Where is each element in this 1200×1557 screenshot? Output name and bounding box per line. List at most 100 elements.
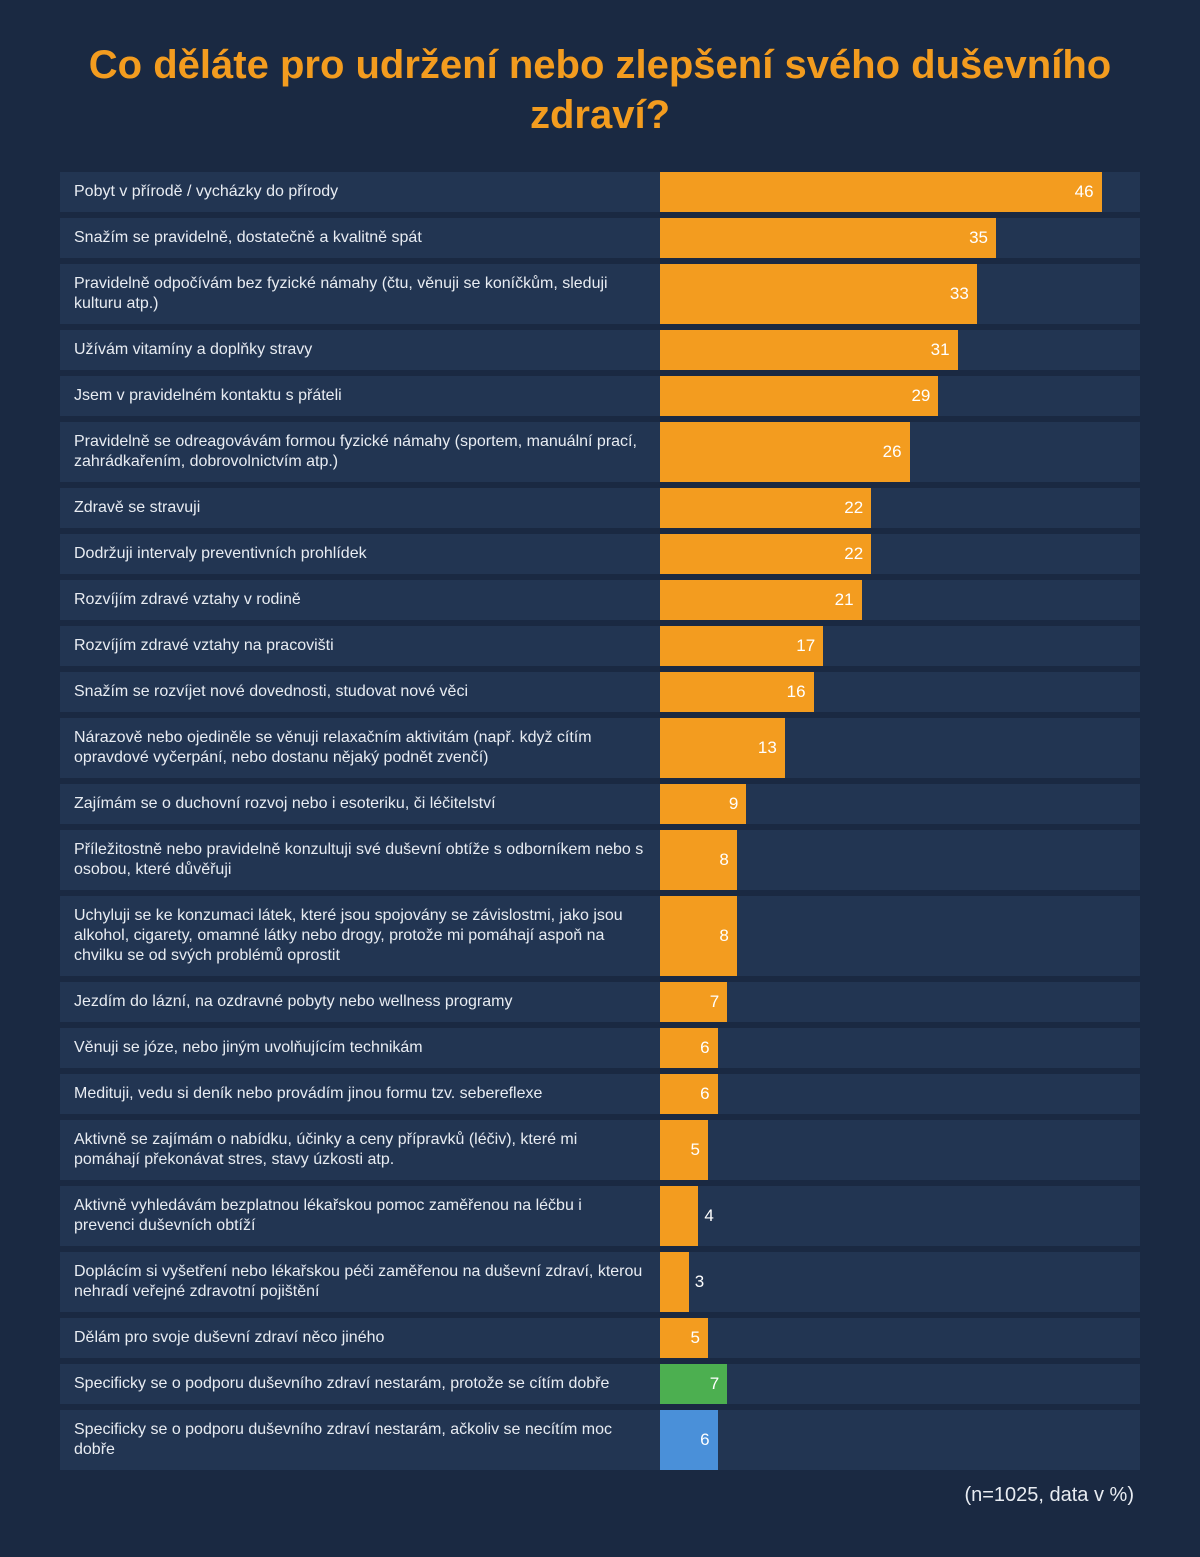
bar-fill: 26	[660, 422, 910, 482]
bar-fill: 13	[660, 718, 785, 778]
bar-label: Užívám vitamíny a doplňky stravy	[60, 330, 660, 370]
bar-label: Rozvíjím zdravé vztahy na pracovišti	[60, 626, 660, 666]
bar-value: 26	[883, 442, 902, 462]
bar-label: Jsem v pravidelném kontaktu s přáteli	[60, 376, 660, 416]
bar-value: 5	[691, 1140, 700, 1160]
chart-row: Jezdím do lázní, na ozdravné pobyty nebo…	[60, 982, 1140, 1022]
bar-fill: 29	[660, 376, 938, 416]
bar-label: Věnuji se józe, nebo jiným uvolňujícím t…	[60, 1028, 660, 1068]
chart-row: Snažím se rozvíjet nové dovednosti, stud…	[60, 672, 1140, 712]
bar-label: Aktivně se zajímám o nabídku, účinky a c…	[60, 1120, 660, 1180]
chart-row: Uchyluji se ke konzumaci látek, které js…	[60, 896, 1140, 976]
bar-label: Specificky se o podporu duševního zdraví…	[60, 1410, 660, 1470]
bar-value: 35	[969, 228, 988, 248]
chart-row: Pravidelně se odreagovávám formou fyzick…	[60, 422, 1140, 482]
bar-value: 8	[719, 926, 728, 946]
chart-row: Zdravě se stravuji22	[60, 488, 1140, 528]
bar-track: 35	[660, 218, 1140, 258]
bar-fill: 8	[660, 830, 737, 890]
bar-fill: 7	[660, 1364, 727, 1404]
bar-label: Zajímám se o duchovní rozvoj nebo i esot…	[60, 784, 660, 824]
chart-row: Rozvíjím zdravé vztahy v rodině 21	[60, 580, 1140, 620]
bar-track: 29	[660, 376, 1140, 416]
bar-fill: 16	[660, 672, 814, 712]
bar-fill: 31	[660, 330, 958, 370]
bar-track: 9	[660, 784, 1140, 824]
bar-track: 26	[660, 422, 1140, 482]
chart-title: Co děláte pro udržení nebo zlepšení svéh…	[60, 40, 1140, 140]
bar-value: 6	[700, 1084, 709, 1104]
bar-track: 5	[660, 1120, 1140, 1180]
bar-label: Rozvíjím zdravé vztahy v rodině	[60, 580, 660, 620]
bar-label: Jezdím do lázní, na ozdravné pobyty nebo…	[60, 982, 660, 1022]
chart-row: Specificky se o podporu duševního zdraví…	[60, 1364, 1140, 1404]
bar-track: 31	[660, 330, 1140, 370]
bar-fill: 21	[660, 580, 862, 620]
bar-value: 5	[691, 1328, 700, 1348]
bar-label: Doplácím si vyšetření nebo lékařskou péč…	[60, 1252, 660, 1312]
bar-fill: 9	[660, 784, 746, 824]
bar-value: 29	[911, 386, 930, 406]
bar-label: Pravidelně odpočívám bez fyzické námahy …	[60, 264, 660, 324]
bar-label: Aktivně vyhledávám bezplatnou lékařskou …	[60, 1186, 660, 1246]
bar-label: Specificky se o podporu duševního zdraví…	[60, 1364, 660, 1404]
bar-track: 8	[660, 896, 1140, 976]
bar-track: 7	[660, 982, 1140, 1022]
bar-fill: 46	[660, 172, 1102, 212]
bar-fill: 6	[660, 1074, 718, 1114]
bar-value: 22	[844, 498, 863, 518]
bar-track: 21	[660, 580, 1140, 620]
bar-track: 6	[660, 1028, 1140, 1068]
bar-fill: 8	[660, 896, 737, 976]
bar-value: 46	[1075, 182, 1094, 202]
bar-fill: 17	[660, 626, 823, 666]
chart-footnote: (n=1025, data v %)	[60, 1484, 1140, 1507]
bar-value: 3	[695, 1272, 704, 1292]
bar-label: Dělám pro svoje duševní zdraví něco jiné…	[60, 1318, 660, 1358]
chart-row: Užívám vitamíny a doplňky stravy 31	[60, 330, 1140, 370]
bar-track: 8	[660, 830, 1140, 890]
bar-fill: 4	[660, 1186, 698, 1246]
bar-fill: 7	[660, 982, 727, 1022]
bar-value: 31	[931, 340, 950, 360]
chart-row: Příležitostně nebo pravidelně konzultuji…	[60, 830, 1140, 890]
bar-fill: 3	[660, 1252, 689, 1312]
bar-fill: 5	[660, 1318, 708, 1358]
chart-row: Medituji, vedu si deník nebo provádím ji…	[60, 1074, 1140, 1114]
chart-row: Snažím se pravidelně, dostatečně a kvali…	[60, 218, 1140, 258]
bar-fill: 22	[660, 534, 871, 574]
chart-row: Nárazově nebo ojediněle se věnuji relaxa…	[60, 718, 1140, 778]
chart-row: Aktivně se zajímám o nabídku, účinky a c…	[60, 1120, 1140, 1180]
bar-track: 4	[660, 1186, 1140, 1246]
chart-row: Specificky se o podporu duševního zdraví…	[60, 1410, 1140, 1470]
bar-track: 16	[660, 672, 1140, 712]
bar-track: 46	[660, 172, 1140, 212]
chart-row: Dodržuji intervaly preventivních prohlíd…	[60, 534, 1140, 574]
bar-track: 6	[660, 1074, 1140, 1114]
bar-fill: 5	[660, 1120, 708, 1180]
bar-value: 21	[835, 590, 854, 610]
bar-track: 6	[660, 1410, 1140, 1470]
bar-fill: 6	[660, 1028, 718, 1068]
bar-label: Nárazově nebo ojediněle se věnuji relaxa…	[60, 718, 660, 778]
bar-label: Pobyt v přírodě / vycházky do přírody	[60, 172, 660, 212]
chart-row: Jsem v pravidelném kontaktu s přáteli 29	[60, 376, 1140, 416]
bar-track: 3	[660, 1252, 1140, 1312]
bar-value: 6	[700, 1430, 709, 1450]
bar-value: 17	[796, 636, 815, 656]
chart-row: Zajímám se o duchovní rozvoj nebo i esot…	[60, 784, 1140, 824]
bar-chart: Pobyt v přírodě / vycházky do přírody46S…	[60, 172, 1140, 1470]
bar-track: 33	[660, 264, 1140, 324]
bar-value: 33	[950, 284, 969, 304]
bar-value: 9	[729, 794, 738, 814]
bar-value: 22	[844, 544, 863, 564]
bar-track: 22	[660, 488, 1140, 528]
bar-value: 7	[710, 992, 719, 1012]
bar-track: 17	[660, 626, 1140, 666]
bar-value: 6	[700, 1038, 709, 1058]
bar-value: 16	[787, 682, 806, 702]
chart-row: Pravidelně odpočívám bez fyzické námahy …	[60, 264, 1140, 324]
bar-label: Snažím se rozvíjet nové dovednosti, stud…	[60, 672, 660, 712]
bar-fill: 35	[660, 218, 996, 258]
chart-row: Dělám pro svoje duševní zdraví něco jiné…	[60, 1318, 1140, 1358]
